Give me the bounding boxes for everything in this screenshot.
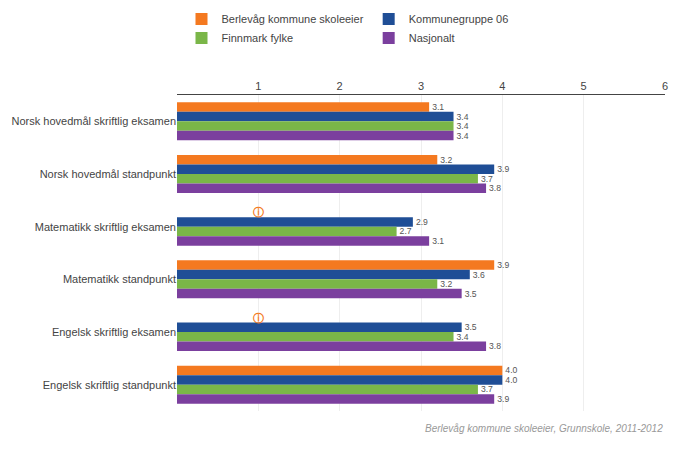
svg-text:2.9: 2.9 [416, 217, 428, 227]
svg-text:Finnmark fylke: Finnmark fylke [222, 32, 294, 44]
svg-text:4.0: 4.0 [505, 365, 517, 375]
svg-text:3.5: 3.5 [465, 322, 477, 332]
svg-text:2.7: 2.7 [400, 226, 412, 236]
svg-text:4: 4 [499, 80, 505, 92]
svg-text:3.4: 3.4 [457, 332, 469, 342]
svg-text:3.8: 3.8 [489, 183, 501, 193]
svg-text:Kommunegruppe 06: Kommunegruppe 06 [409, 13, 509, 25]
svg-text:ⓘ: ⓘ [253, 206, 264, 218]
svg-text:3.9: 3.9 [497, 260, 509, 270]
svg-text:Berlevåg kommune skoleeier, Gr: Berlevåg kommune skoleeier, Grunnskole, … [425, 423, 663, 434]
svg-text:Norsk hovedmål standpunkt: Norsk hovedmål standpunkt [40, 168, 176, 180]
svg-text:3.1: 3.1 [432, 102, 444, 112]
svg-text:3.4: 3.4 [457, 121, 469, 131]
svg-text:Engelsk skriftlig standpunkt: Engelsk skriftlig standpunkt [43, 379, 176, 391]
svg-text:3.1: 3.1 [432, 236, 444, 246]
svg-text:3.5: 3.5 [465, 289, 477, 299]
svg-text:ⓘ: ⓘ [253, 312, 264, 324]
svg-text:3.4: 3.4 [457, 131, 469, 141]
svg-text:3.9: 3.9 [497, 164, 509, 174]
svg-text:Berlevåg kommune skoleeier: Berlevåg kommune skoleeier [222, 13, 364, 25]
svg-text:Nasjonalt: Nasjonalt [409, 32, 455, 44]
svg-text:Matematikk skriftlig eksamen: Matematikk skriftlig eksamen [35, 221, 176, 233]
svg-text:6: 6 [662, 80, 668, 92]
svg-text:3.4: 3.4 [457, 112, 469, 122]
svg-text:3.2: 3.2 [440, 279, 452, 289]
svg-text:3.6: 3.6 [473, 270, 485, 280]
svg-text:4.0: 4.0 [505, 375, 517, 385]
svg-text:2: 2 [337, 80, 343, 92]
svg-text:5: 5 [581, 80, 587, 92]
svg-text:3.8: 3.8 [489, 341, 501, 351]
svg-text:3.7: 3.7 [481, 174, 493, 184]
svg-text:3: 3 [418, 80, 424, 92]
svg-text:3.7: 3.7 [481, 384, 493, 394]
svg-text:3.9: 3.9 [497, 394, 509, 404]
svg-text:Matematikk standpunkt: Matematikk standpunkt [63, 273, 176, 285]
svg-text:Engelsk skriftlig eksamen: Engelsk skriftlig eksamen [52, 326, 176, 338]
svg-text:3.2: 3.2 [440, 155, 452, 165]
svg-text:1: 1 [255, 80, 261, 92]
svg-text:Norsk hovedmål skriftlig eksam: Norsk hovedmål skriftlig eksamen [12, 115, 176, 127]
